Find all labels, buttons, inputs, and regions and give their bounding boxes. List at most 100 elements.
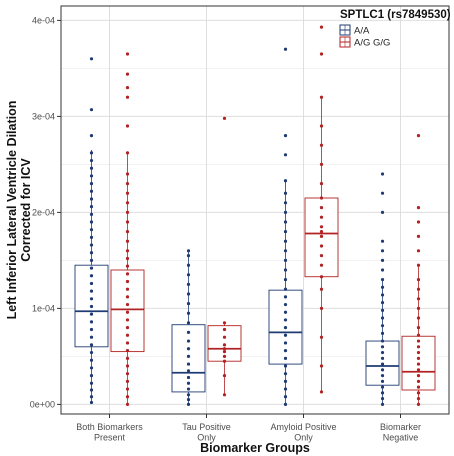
data-point: [380, 278, 385, 282]
data-point: [89, 297, 94, 301]
data-point: [89, 374, 94, 378]
data-point: [89, 57, 94, 61]
data-point: [380, 210, 385, 214]
data-point: [283, 287, 288, 291]
data-point: [380, 402, 385, 406]
data-point: [186, 362, 191, 366]
data-point: [222, 359, 227, 363]
data-point: [416, 220, 421, 224]
data-point: [222, 327, 227, 332]
data-point: [186, 375, 191, 380]
data-point: [380, 339, 385, 343]
data-point: [89, 281, 94, 286]
data-point: [283, 402, 288, 406]
data-point: [416, 206, 421, 210]
data-point: [125, 124, 130, 128]
data-point: [283, 395, 288, 399]
data-point: [380, 356, 385, 360]
data-point: [89, 358, 94, 362]
legend-label: A/G G/G: [354, 38, 390, 49]
data-point: [319, 25, 324, 29]
data-point: [89, 400, 94, 405]
data-point: [89, 258, 94, 262]
data-point: [416, 362, 421, 366]
data-point: [380, 308, 385, 312]
data-point: [186, 387, 191, 391]
data-point: [186, 321, 191, 325]
data-point: [125, 239, 130, 243]
data-point: [283, 210, 288, 214]
data-point: [89, 205, 94, 209]
data-point: [89, 251, 94, 255]
data-point: [416, 339, 421, 343]
data-point: [380, 374, 385, 378]
data-point: [283, 356, 288, 360]
data-point: [89, 166, 94, 170]
data-point: [319, 335, 324, 339]
data-point: [380, 293, 385, 297]
data-point: [319, 263, 324, 267]
data-point: [125, 333, 130, 337]
data-point: [222, 343, 227, 347]
data-point: [416, 379, 421, 383]
data-point: [380, 324, 385, 328]
y-axis-ticks: 0e+00 1e-04 2e-04 3e-04 4e-04: [30, 15, 61, 409]
data-point: [416, 326, 421, 330]
data-point: [125, 191, 130, 195]
x-tick-label: Both Biomarkers Present: [76, 422, 143, 443]
data-point: [416, 368, 421, 372]
data-point: [89, 366, 94, 370]
data-point: [283, 239, 288, 243]
data-point: [319, 306, 324, 310]
data-point: [283, 364, 288, 368]
data-point: [125, 287, 130, 291]
data-point: [125, 279, 130, 284]
data-point: [380, 350, 385, 355]
data-point: [380, 301, 385, 305]
data-point: [89, 189, 94, 193]
y-tick-label: 2e-04: [32, 207, 55, 217]
y-tick-label: 3e-04: [32, 111, 55, 121]
data-point: [222, 321, 227, 325]
data-point: [125, 256, 130, 261]
data-point: [125, 364, 130, 368]
legend-label: A/A: [354, 26, 370, 37]
data-point: [416, 263, 421, 267]
data-point: [186, 263, 191, 267]
data-point: [222, 350, 227, 354]
data-point: [125, 182, 130, 186]
point-layer: [89, 25, 421, 406]
data-point: [186, 311, 191, 315]
data-point: [416, 345, 421, 349]
data-point: [186, 282, 191, 286]
data-point: [125, 349, 130, 353]
data-point: [186, 292, 191, 296]
data-point: [319, 206, 324, 210]
data-point: [89, 304, 94, 309]
data-point: [283, 153, 288, 157]
data-point: [416, 350, 421, 355]
data-point: [125, 210, 130, 214]
data-point: [283, 258, 288, 262]
box-body: [171, 324, 206, 393]
data-point: [319, 244, 324, 248]
data-point: [380, 345, 385, 349]
x-tick-label: Biomarker Negative: [380, 422, 421, 443]
data-point: [186, 402, 191, 406]
data-point: [89, 228, 94, 232]
data-point: [89, 108, 94, 112]
data-point: [416, 333, 421, 337]
data-point: [380, 172, 385, 176]
y-tick-label: 0e+00: [30, 399, 55, 409]
data-point: [125, 395, 130, 399]
data-point: [283, 179, 288, 183]
y-tick-label: 4e-04: [32, 15, 55, 25]
data-point: [283, 249, 288, 253]
data-point: [416, 391, 421, 395]
x-tick-label: Tau Positive Only: [182, 422, 231, 443]
data-point: [380, 368, 385, 372]
data-point: [89, 312, 94, 316]
data-point: [416, 287, 421, 291]
data-point: [186, 398, 191, 402]
data-point: [89, 212, 94, 216]
